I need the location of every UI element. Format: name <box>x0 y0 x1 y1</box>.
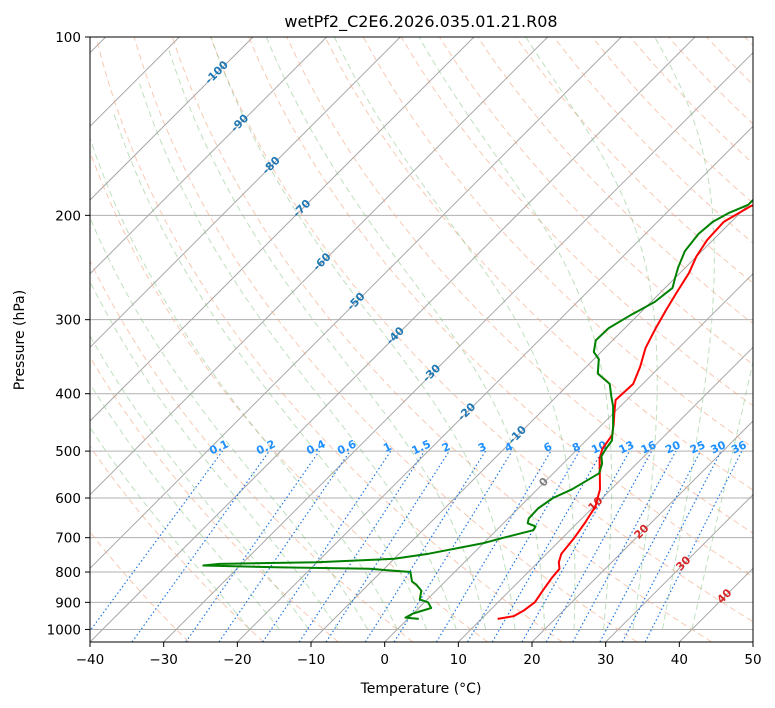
x-tick-label: 30 <box>597 652 614 668</box>
dry-adiabat <box>248 37 753 578</box>
dry-adiabat <box>171 37 712 642</box>
dry-adiabat <box>286 37 753 534</box>
moist-adiabat <box>90 334 310 630</box>
isotherm-line <box>90 37 475 422</box>
isotherm-line <box>384 272 753 642</box>
dry-adiabat <box>90 259 414 642</box>
mixing-ratio-label: 25 <box>688 438 707 456</box>
moist-adiabat <box>691 358 753 630</box>
mixing-ratio-line <box>545 450 653 642</box>
x-tick-label: 0 <box>380 652 389 668</box>
x-tick-label: 50 <box>744 652 761 668</box>
y-tick-label: 400 <box>55 387 81 403</box>
mixing-ratio-label: 30 <box>708 438 728 456</box>
moist-adiabat <box>90 280 339 630</box>
dry-adiabat <box>90 356 339 642</box>
mixing-ratio-line <box>521 450 631 642</box>
y-tick-label: 300 <box>55 313 81 329</box>
isotherm-line <box>605 493 753 642</box>
isotherm-line <box>236 125 753 642</box>
isotherm-line <box>90 37 328 275</box>
x-tick-label: −40 <box>76 652 105 668</box>
isotherm-line <box>90 37 549 496</box>
isotherm-line <box>531 420 753 642</box>
moist-adiabat <box>418 37 613 630</box>
moist-adiabat <box>654 37 715 630</box>
mixing-ratio-line <box>572 450 677 642</box>
mixing-ratio-line <box>393 450 513 642</box>
mixing-ratio-label: 13 <box>617 438 636 456</box>
moist-adiabat <box>90 382 280 630</box>
x-tick-label: −10 <box>297 652 326 668</box>
x-axis: −40 −30 −20 −10 0 10 20 30 40 50 <box>76 642 762 668</box>
series-layer <box>202 198 753 620</box>
moist-adiabat <box>525 37 658 630</box>
mixing-ratio-label: 16 <box>639 438 659 456</box>
isotherm-line <box>90 37 622 570</box>
dry-adiabat <box>90 445 264 642</box>
dry-adiabat <box>515 37 753 284</box>
x-tick-label: 20 <box>523 652 540 668</box>
mixing-ratio-line <box>218 450 351 642</box>
isotherm-line <box>163 51 753 642</box>
moist-adiabat <box>333 37 576 630</box>
moist-adiabat <box>265 37 546 630</box>
moist-adiabat <box>113 114 428 630</box>
mixing-ratio-line <box>325 450 450 642</box>
mixing-ratio-line <box>185 450 320 642</box>
y-axis-title: Pressure (hPa) <box>12 290 28 390</box>
y-tick-label: 600 <box>55 491 81 507</box>
y-tick-label: 500 <box>55 444 81 460</box>
dry-adiabat <box>324 37 753 491</box>
isotherm-line <box>90 37 401 349</box>
moist-adiabat <box>90 136 398 630</box>
isotherm-line <box>90 37 696 642</box>
y-tick-label: 700 <box>55 531 81 547</box>
isotherm-line <box>457 346 753 642</box>
temperature-profile-line <box>497 204 753 620</box>
moist-adiabat <box>139 83 457 630</box>
isotherm-line <box>90 37 254 201</box>
moist-adiabat <box>168 49 487 630</box>
x-tick-label: 40 <box>671 652 688 668</box>
x-tick-label: −30 <box>149 652 178 668</box>
y-tick-label: 1000 <box>47 622 81 638</box>
y-tick-label: 800 <box>55 565 81 581</box>
mixing-ratio-line <box>435 450 552 642</box>
background-lines <box>90 37 753 642</box>
x-axis-title: Temperature (°C) <box>360 681 482 697</box>
y-axis: 100 200 300 400 500 600 700 800 900 1000 <box>47 30 90 638</box>
dewpoint-profile-line <box>202 198 753 620</box>
y-tick-label: 100 <box>55 30 81 46</box>
mixing-ratio-line <box>491 450 603 642</box>
moist-adiabat <box>90 216 369 630</box>
x-tick-label: 10 <box>450 652 467 668</box>
x-tick-label: −20 <box>223 652 252 668</box>
moist-adiabat <box>210 37 516 630</box>
y-tick-label: 900 <box>55 595 81 611</box>
plot-frame <box>89 36 754 643</box>
mixing-ratio-label: 20 <box>663 438 683 456</box>
y-tick-label: 200 <box>55 208 81 224</box>
mixing-ratio-label: 36 <box>729 438 749 456</box>
dry-adiabat <box>95 37 563 642</box>
dry-adiabat <box>210 37 753 623</box>
chart-title: wetPf2_C2E6.2026.035.01.21.R08 <box>284 12 557 32</box>
mixing-ratio-line <box>364 450 486 642</box>
mixing-ratio-line <box>466 450 580 642</box>
